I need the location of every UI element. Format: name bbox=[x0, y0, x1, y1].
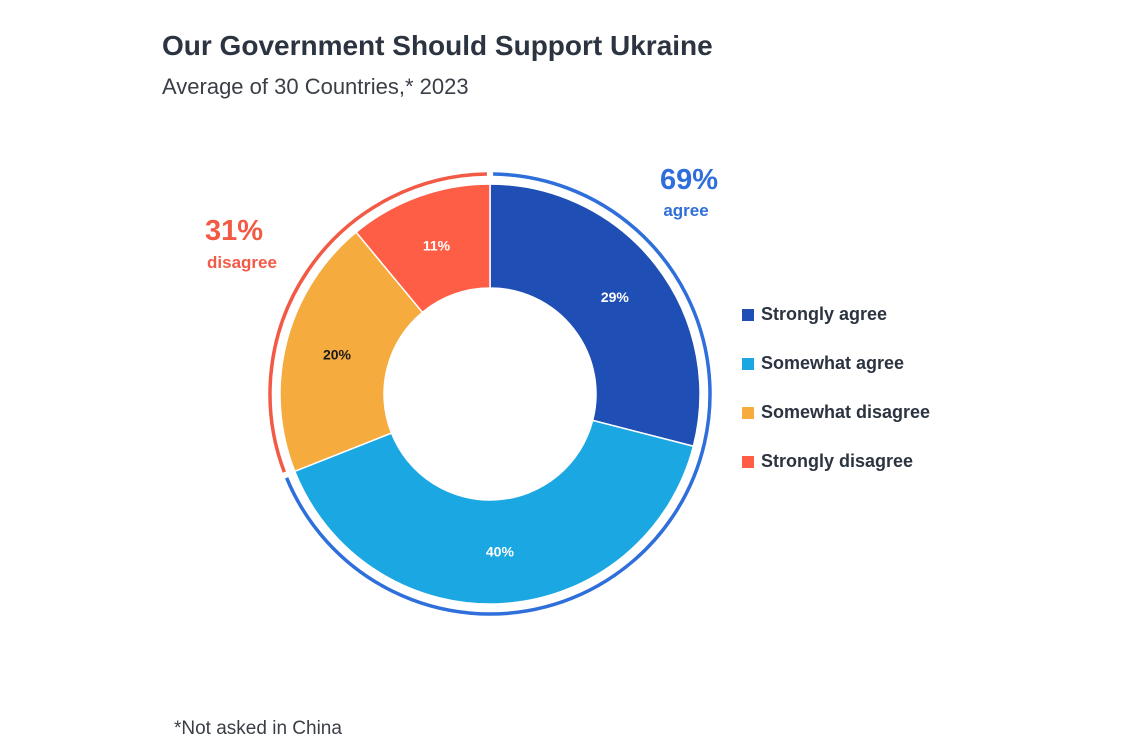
legend-item-strongly-agree: Strongly agree bbox=[742, 290, 930, 339]
legend-item-somewhat-disagree: Somewhat disagree bbox=[742, 388, 930, 437]
agree-total-value: 69% bbox=[660, 164, 718, 196]
slice-label-strongly-agree: 29% bbox=[601, 289, 630, 305]
legend-label-somewhat-agree: Somewhat agree bbox=[761, 353, 905, 373]
slice-somewhat-disagree bbox=[279, 231, 424, 473]
slice-label-strongly-disagree: 11% bbox=[423, 237, 451, 253]
legend: Strongly agree Somewhat agree Somewhat d… bbox=[742, 290, 930, 486]
agree-total-label: agree bbox=[663, 201, 708, 220]
legend-label-strongly-disagree: Strongly disagree bbox=[761, 451, 914, 471]
legend-item-strongly-disagree: Strongly disagree bbox=[742, 437, 930, 486]
slice-somewhat-agree bbox=[293, 419, 695, 605]
slice-strongly-agree bbox=[489, 183, 701, 448]
agree-group-ring bbox=[284, 172, 712, 616]
disagree-group-ring bbox=[268, 172, 487, 473]
disagree-total-value: 31% bbox=[205, 215, 263, 247]
slice-label-somewhat-agree: 40% bbox=[486, 544, 515, 560]
legend-swatch-somewhat-agree bbox=[742, 357, 754, 370]
chart-title: Our Government Should Support Ukraine bbox=[162, 30, 713, 61]
legend-swatch-strongly-agree bbox=[742, 308, 754, 321]
slice-label-somewhat-disagree: 20% bbox=[323, 347, 352, 363]
legend-label-somewhat-disagree: Somewhat disagree bbox=[761, 402, 931, 422]
slice-strongly-disagree bbox=[355, 183, 491, 314]
legend-label-strongly-agree: Strongly agree bbox=[761, 304, 888, 324]
legend-swatch-somewhat-disagree bbox=[742, 406, 754, 419]
chart-subtitle: Average of 30 Countries,* 2023 bbox=[162, 74, 469, 99]
legend-swatch-strongly-disagree bbox=[742, 455, 754, 468]
legend-item-somewhat-agree: Somewhat agree bbox=[742, 339, 930, 388]
footnote: *Not asked in China bbox=[174, 718, 342, 739]
disagree-total-label: disagree bbox=[207, 253, 277, 272]
